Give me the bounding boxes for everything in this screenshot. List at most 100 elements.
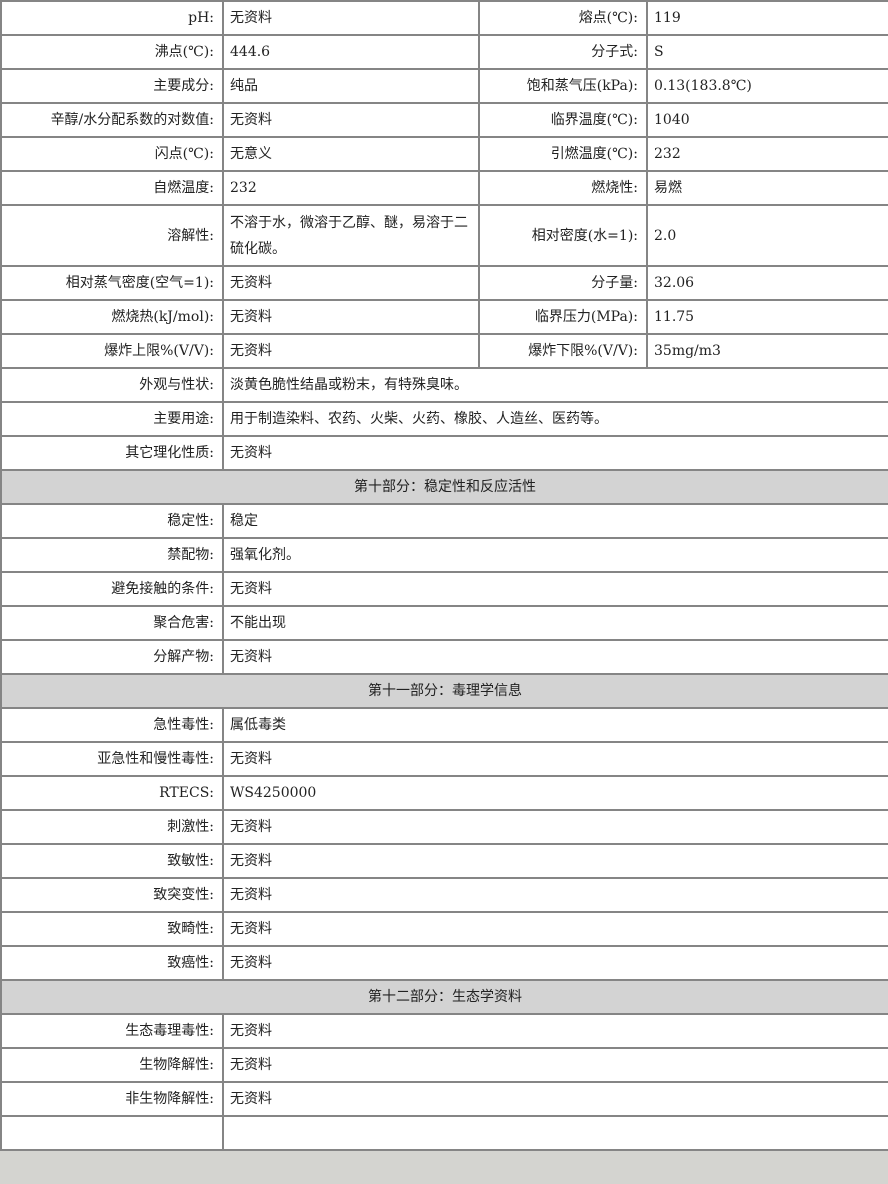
field-label: 致突变性: bbox=[0, 877, 224, 913]
property-value: 35mg/m3 bbox=[646, 333, 888, 369]
field-label: 急性毒性: bbox=[0, 707, 224, 743]
field-label: 主要用途: bbox=[0, 401, 224, 437]
property-row: 辛醇/水分配系数的对数值: 无资料 临界温度(℃): 1040 bbox=[0, 102, 888, 138]
property-label: 自燃温度: bbox=[0, 170, 224, 206]
property-label: 主要成分: bbox=[0, 68, 224, 104]
field-value: 无资料 bbox=[222, 639, 888, 675]
field-value: 无资料 bbox=[222, 741, 888, 777]
info-row: 外观与性状: 淡黄色脆性结晶或粉末，有特殊臭味。 bbox=[0, 367, 888, 403]
property-value: 易燃 bbox=[646, 170, 888, 206]
field-label: 稳定性: bbox=[0, 503, 224, 539]
property-label: 燃烧热(kJ/mol): bbox=[0, 299, 224, 335]
field-value: 无资料 bbox=[222, 1047, 888, 1083]
property-value: 无资料 bbox=[222, 102, 480, 138]
property-label: 爆炸上限%(V/V): bbox=[0, 333, 224, 369]
field-label: 致敏性: bbox=[0, 843, 224, 879]
field-value: 用于制造染料、农药、火柴、火药、橡胶、人造丝、医药等。 bbox=[222, 401, 888, 437]
property-value: 0.13(183.8℃) bbox=[646, 68, 888, 104]
field-value: 属低毒类 bbox=[222, 707, 888, 743]
property-label: 分子式: bbox=[478, 34, 648, 70]
field-label: 避免接触的条件: bbox=[0, 571, 224, 607]
property-label: pH: bbox=[0, 0, 224, 36]
section-title: 第十二部分：生态学资料 bbox=[0, 979, 888, 1015]
info-row: 稳定性: 稳定 bbox=[0, 503, 888, 539]
field-label bbox=[0, 1115, 224, 1151]
field-label: 亚急性和慢性毒性: bbox=[0, 741, 224, 777]
field-label: 其它理化性质: bbox=[0, 435, 224, 471]
field-value: 无资料 bbox=[222, 809, 888, 845]
field-label: 生物降解性: bbox=[0, 1047, 224, 1083]
section-header-row: 第十一部分：毒理学信息 bbox=[0, 673, 888, 709]
property-value: 纯品 bbox=[222, 68, 480, 104]
property-label: 燃烧性: bbox=[478, 170, 648, 206]
section-header-row: 第十部分：稳定性和反应活性 bbox=[0, 469, 888, 505]
info-row: 急性毒性: 属低毒类 bbox=[0, 707, 888, 743]
property-row: 爆炸上限%(V/V): 无资料 爆炸下限%(V/V): 35mg/m3 bbox=[0, 333, 888, 369]
property-label: 临界温度(℃): bbox=[478, 102, 648, 138]
field-value: 强氧化剂。 bbox=[222, 537, 888, 573]
property-label: 分子量: bbox=[478, 265, 648, 301]
field-value: 无资料 bbox=[222, 877, 888, 913]
info-row: 其它理化性质: 无资料 bbox=[0, 435, 888, 471]
property-label: 引燃温度(℃): bbox=[478, 136, 648, 172]
info-row: 非生物降解性: 无资料 bbox=[0, 1081, 888, 1117]
field-value: 无资料 bbox=[222, 435, 888, 471]
info-row bbox=[0, 1115, 888, 1151]
info-row: 致突变性: 无资料 bbox=[0, 877, 888, 913]
property-label: 沸点(℃): bbox=[0, 34, 224, 70]
property-label: 熔点(℃): bbox=[478, 0, 648, 36]
field-value: 稳定 bbox=[222, 503, 888, 539]
property-label: 相对密度(水=1): bbox=[478, 204, 648, 267]
field-value: 淡黄色脆性结晶或粉末，有特殊臭味。 bbox=[222, 367, 888, 403]
info-row: 刺激性: 无资料 bbox=[0, 809, 888, 845]
field-value: 无资料 bbox=[222, 843, 888, 879]
field-label: 非生物降解性: bbox=[0, 1081, 224, 1117]
property-row: 溶解性: 不溶于水，微溶于乙醇、醚，易溶于二硫化碳。 相对密度(水=1): 2.0 bbox=[0, 204, 888, 267]
property-value: 119 bbox=[646, 0, 888, 36]
field-label: 聚合危害: bbox=[0, 605, 224, 641]
property-label: 临界压力(MPa): bbox=[478, 299, 648, 335]
field-label: 禁配物: bbox=[0, 537, 224, 573]
property-label: 相对蒸气密度(空气=1): bbox=[0, 265, 224, 301]
property-value: 444.6 bbox=[222, 34, 480, 70]
field-label: 外观与性状: bbox=[0, 367, 224, 403]
property-value: 32.06 bbox=[646, 265, 888, 301]
field-value: 无资料 bbox=[222, 571, 888, 607]
property-row: 沸点(℃): 444.6 分子式: S bbox=[0, 34, 888, 70]
section-header-row: 第十二部分：生态学资料 bbox=[0, 979, 888, 1015]
info-row: 致癌性: 无资料 bbox=[0, 945, 888, 981]
field-label: 生态毒理毒性: bbox=[0, 1013, 224, 1049]
property-value: 不溶于水，微溶于乙醇、醚，易溶于二硫化碳。 bbox=[222, 204, 480, 267]
field-label: 刺激性: bbox=[0, 809, 224, 845]
info-row: 致敏性: 无资料 bbox=[0, 843, 888, 879]
field-value bbox=[222, 1115, 888, 1151]
field-value: 无资料 bbox=[222, 911, 888, 947]
msds-table: pH: 无资料 熔点(℃): 119 沸点(℃): 444.6 分子式: S 主要成分: 纯品 饱和… bbox=[0, 0, 888, 1151]
property-row: 相对蒸气密度(空气=1): 无资料 分子量: 32.06 bbox=[0, 265, 888, 301]
property-label: 辛醇/水分配系数的对数值: bbox=[0, 102, 224, 138]
section-title: 第十部分：稳定性和反应活性 bbox=[0, 469, 888, 505]
info-row: RTECS: WS4250000 bbox=[0, 775, 888, 811]
property-value: 无意义 bbox=[222, 136, 480, 172]
property-value: 无资料 bbox=[222, 0, 480, 36]
property-value: 2.0 bbox=[646, 204, 888, 267]
property-label: 爆炸下限%(V/V): bbox=[478, 333, 648, 369]
info-row: 禁配物: 强氧化剂。 bbox=[0, 537, 888, 573]
field-label: 分解产物: bbox=[0, 639, 224, 675]
info-row: 避免接触的条件: 无资料 bbox=[0, 571, 888, 607]
property-label: 闪点(℃): bbox=[0, 136, 224, 172]
info-row: 主要用途: 用于制造染料、农药、火柴、火药、橡胶、人造丝、医药等。 bbox=[0, 401, 888, 437]
info-row: 亚急性和慢性毒性: 无资料 bbox=[0, 741, 888, 777]
property-value: 11.75 bbox=[646, 299, 888, 335]
info-row: 分解产物: 无资料 bbox=[0, 639, 888, 675]
property-row: 燃烧热(kJ/mol): 无资料 临界压力(MPa): 11.75 bbox=[0, 299, 888, 335]
field-label: 致畸性: bbox=[0, 911, 224, 947]
property-label: 溶解性: bbox=[0, 204, 224, 267]
field-value: 无资料 bbox=[222, 1013, 888, 1049]
property-value: 无资料 bbox=[222, 299, 480, 335]
property-value: 无资料 bbox=[222, 333, 480, 369]
info-row: 生物降解性: 无资料 bbox=[0, 1047, 888, 1083]
field-label: RTECS: bbox=[0, 775, 224, 811]
field-value: 无资料 bbox=[222, 945, 888, 981]
property-row: 自燃温度: 232 燃烧性: 易燃 bbox=[0, 170, 888, 206]
